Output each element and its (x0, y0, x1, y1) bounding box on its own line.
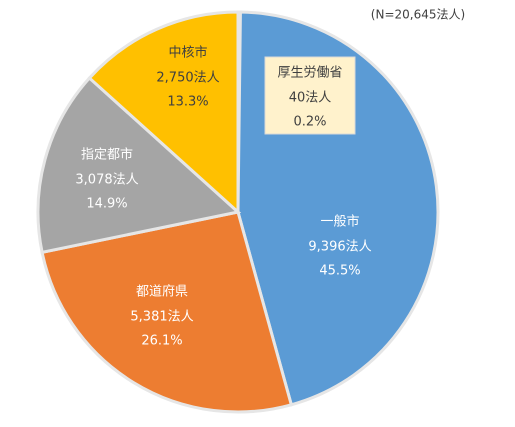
percent-label: 13.3% (167, 95, 208, 110)
pie-slice (87, 10, 240, 216)
value-label: 2,750法人 (156, 71, 219, 86)
value-label: 5,381法人 (130, 310, 193, 325)
percent-label: 0.2% (293, 115, 326, 130)
chart-subtitle: (N=20,645法人) (371, 8, 465, 22)
slice-label: 指定都市 (81, 147, 133, 163)
slice-label: 中核市 (168, 45, 207, 61)
value-label: 40法人 (289, 91, 332, 106)
pie (36, 10, 440, 414)
value-label: 3,078法人 (75, 173, 138, 188)
slice-label: 都道府県 (136, 285, 188, 300)
percent-label: 26.1% (141, 334, 182, 349)
slice-label: 一般市 (320, 214, 359, 230)
pie-slice (36, 75, 242, 255)
percent-label: 14.9% (86, 197, 127, 212)
slice-label: 厚生労働省 (277, 66, 342, 81)
percent-label: 45.5% (319, 264, 360, 279)
value-label: 9,396法人 (308, 240, 371, 255)
pie-slice (40, 210, 294, 414)
callout-box (264, 56, 356, 135)
